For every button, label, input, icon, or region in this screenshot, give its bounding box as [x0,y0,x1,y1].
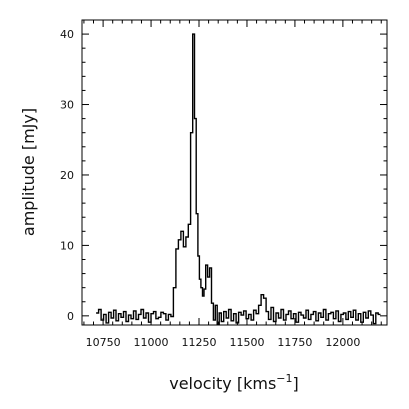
x-tick-label: 11250 [182,336,217,349]
x-tick-label: 11000 [134,336,169,349]
y-axis: 0 10 20 30 40 [60,19,387,323]
x-axis-title: velocity [kms−1] [169,372,299,393]
plot-frame [81,19,388,326]
x-axis: 10750 11000 11250 11500 11750 12000 [83,20,382,349]
x-tick-label: 10750 [86,336,121,349]
x-axis-title-exponent: −1 [276,372,292,385]
y-tick-label: 0 [67,310,74,323]
x-tick-label: 11500 [229,336,264,349]
spectrum-line [96,33,381,325]
y-tick-label: 30 [60,99,74,112]
x-axis-title-base: velocity [kms [169,374,276,393]
y-tick-label: 10 [60,239,74,252]
x-axis-title-close: ] [293,374,299,393]
x-tick-label: 12000 [325,336,360,349]
y-tick-label: 40 [60,28,74,41]
x-tick-label: 11750 [277,336,312,349]
y-axis-title: amplitude [mJy] [19,108,38,236]
y-tick-label: 20 [60,169,74,182]
